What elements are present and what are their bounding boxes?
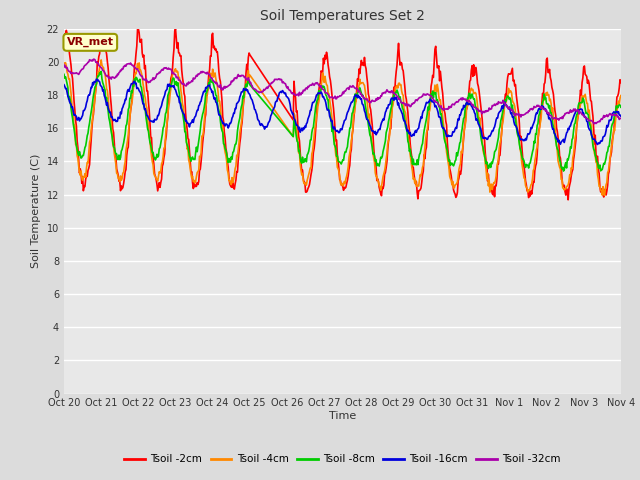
Tsoil -4cm: [214, 90, 222, 96]
Tsoil -8cm: [559, 168, 567, 174]
Tsoil -8cm: [97, 69, 105, 74]
Tsoil -32cm: [411, 99, 419, 105]
Tsoil -4cm: [185, 157, 193, 163]
Tsoil -2cm: [185, 136, 193, 142]
Tsoil -8cm: [60, 72, 68, 77]
Tsoil -2cm: [127, 102, 135, 108]
Tsoil -2cm: [60, 31, 68, 37]
Tsoil -2cm: [617, 80, 625, 85]
Line: Tsoil -16cm: Tsoil -16cm: [64, 79, 621, 144]
Tsoil -16cm: [594, 142, 602, 147]
Tsoil -16cm: [411, 129, 419, 135]
Line: Tsoil -32cm: Tsoil -32cm: [64, 59, 621, 124]
Tsoil -8cm: [128, 90, 136, 96]
Tsoil -4cm: [411, 180, 419, 186]
Tsoil -8cm: [185, 149, 193, 155]
Tsoil -32cm: [60, 62, 68, 68]
Tsoil -2cm: [428, 84, 435, 89]
Tsoil -32cm: [90, 56, 98, 62]
Tsoil -32cm: [70, 70, 78, 76]
Line: Tsoil -8cm: Tsoil -8cm: [64, 72, 621, 171]
Tsoil -16cm: [214, 108, 222, 114]
Tsoil -8cm: [70, 126, 78, 132]
Legend: Tsoil -2cm, Tsoil -4cm, Tsoil -8cm, Tsoil -16cm, Tsoil -32cm: Tsoil -2cm, Tsoil -4cm, Tsoil -8cm, Tsoi…: [120, 450, 564, 468]
Tsoil -32cm: [428, 93, 435, 99]
Tsoil -2cm: [134, 26, 141, 32]
Tsoil -4cm: [601, 192, 609, 198]
Y-axis label: Soil Temperature (C): Soil Temperature (C): [31, 154, 41, 268]
Tsoil -4cm: [428, 94, 435, 100]
Tsoil -16cm: [93, 76, 100, 82]
Line: Tsoil -4cm: Tsoil -4cm: [64, 60, 621, 195]
Tsoil -16cm: [617, 113, 625, 119]
Tsoil -2cm: [411, 177, 419, 183]
Tsoil -32cm: [214, 84, 222, 89]
Tsoil -16cm: [128, 81, 136, 86]
Tsoil -8cm: [617, 104, 625, 110]
Tsoil -8cm: [428, 91, 435, 97]
Tsoil -2cm: [214, 57, 222, 63]
Tsoil -4cm: [60, 60, 68, 66]
Tsoil -2cm: [564, 197, 572, 203]
Tsoil -4cm: [128, 99, 136, 105]
Tsoil -2cm: [70, 99, 78, 105]
Tsoil -32cm: [617, 115, 625, 121]
Tsoil -32cm: [185, 79, 193, 85]
Tsoil -4cm: [70, 124, 78, 130]
Tsoil -4cm: [97, 57, 105, 63]
Tsoil -32cm: [128, 62, 136, 68]
Line: Tsoil -2cm: Tsoil -2cm: [64, 29, 621, 200]
Text: VR_met: VR_met: [67, 37, 114, 48]
Tsoil -16cm: [185, 121, 193, 127]
Tsoil -16cm: [428, 97, 435, 103]
Tsoil -8cm: [214, 105, 222, 111]
Tsoil -4cm: [617, 93, 625, 98]
Tsoil -8cm: [411, 161, 419, 167]
Tsoil -32cm: [591, 121, 598, 127]
Tsoil -16cm: [70, 112, 78, 118]
Title: Soil Temperatures Set 2: Soil Temperatures Set 2: [260, 10, 425, 24]
X-axis label: Time: Time: [329, 411, 356, 421]
Tsoil -16cm: [60, 82, 68, 88]
